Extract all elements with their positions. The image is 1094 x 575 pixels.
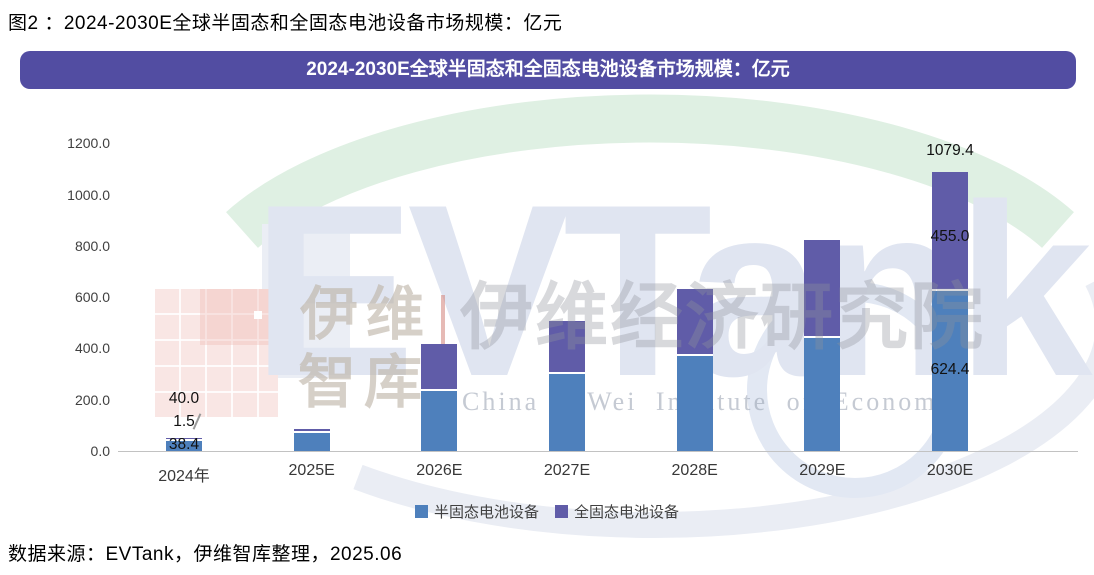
x-axis-label-2030E: 2030E: [926, 462, 974, 479]
data-label-2024年-total: 40.0: [168, 390, 200, 407]
bar-2026E-全固态电池设备: [421, 343, 458, 389]
bar-segment-gap: [549, 372, 585, 375]
bar-2028E-半固态电池设备: [676, 356, 713, 451]
legend-swatch: [555, 505, 568, 518]
watermark-pink-inner: [200, 289, 278, 345]
x-axis-label-2026E: 2026E: [416, 462, 463, 479]
bar-2027E-全固态电池设备: [549, 320, 585, 373]
legend-item-半固态电池设备: 半固态电池设备: [414, 501, 539, 522]
x-axis-label-2028E: 2028E: [671, 462, 718, 479]
bar-segment-gap: [804, 336, 841, 339]
bar-2028E-全固态电池设备: [676, 289, 713, 355]
x-axis-line: [118, 451, 1078, 452]
y-axis-tick-label: 0.0: [90, 443, 110, 459]
watermark-cn-line1: 伊维: [300, 282, 433, 347]
x-axis-label-2025E: 2025E: [288, 462, 335, 479]
legend-swatch: [414, 505, 428, 518]
bar-2026E-半固态电池设备: [421, 390, 458, 451]
y-axis-tick-label: 200.0: [74, 391, 110, 408]
watermark-institute-name: 伊维经济研究院: [460, 277, 985, 358]
figure-caption: 图2 ：2024-2030E全球半固态和全固态电池设备市场规模：亿元: [8, 13, 563, 34]
bar-segment-gap: [293, 431, 330, 434]
bar-2024年-全固态电池设备: [166, 438, 202, 440]
bar-segment-gap: [166, 439, 202, 442]
y-axis-tick-label: 800.0: [74, 237, 110, 254]
bar-2025E-全固态电池设备: [293, 429, 330, 432]
bar-segment-gap: [421, 388, 458, 391]
data-label-2030E-total: 1079.4: [926, 142, 974, 159]
legend-label: 全固态电池设备: [574, 504, 680, 521]
y-axis-tick-label: 400.0: [74, 340, 110, 357]
x-axis-label-2024年: 2024年: [158, 468, 210, 485]
data-label-2030E-半固态电池设备: 624.4: [930, 361, 970, 378]
bar-segment-gap: [676, 354, 713, 357]
watermark-white-dot: [254, 311, 262, 319]
legend-item-全固态电池设备: 全固态电池设备: [555, 501, 679, 522]
bar-2029E-全固态电池设备: [804, 239, 841, 337]
data-label-2024年-半固态电池设备: 38.4: [168, 436, 200, 453]
source-note: 数据来源：EVTank，伊维智库整理，2025.06: [8, 544, 403, 565]
data-label-2024年-全固态电池设备: 1.5: [173, 413, 195, 430]
bar-2027E-半固态电池设备: [549, 374, 585, 451]
x-axis-label-2029E: 2029E: [799, 462, 846, 479]
watermark-cn-line2: 智库: [298, 350, 431, 415]
x-axis-label-2027E: 2027E: [543, 462, 591, 479]
y-axis-tick-label: 600.0: [74, 289, 110, 306]
watermark-gray-arc: [353, 281, 1094, 538]
chart-title-banner: 2024-2030E全球半固态和全固态电池设备市场规模：亿元: [20, 51, 1076, 89]
watermark-red-divider: [441, 295, 445, 347]
y-axis-tick-label: 1200.0: [67, 135, 110, 152]
watermark-slate-rect: [262, 224, 350, 378]
watermark-circle: [747, 282, 963, 498]
bar-2025E-半固态电池设备: [293, 433, 330, 451]
data-label-2030E-全固态电池设备: 455.0: [930, 228, 970, 245]
legend-label: 半固态电池设备: [433, 504, 539, 521]
bar-2024年-半固态电池设备: [166, 441, 202, 451]
bar-2029E-半固态电池设备: [804, 338, 841, 451]
y-axis-tick-label: 1000.0: [67, 186, 110, 203]
bar-segment-gap: [932, 288, 969, 291]
chart-legend: 半固态电池设备 全固态电池设备: [0, 501, 1094, 522]
